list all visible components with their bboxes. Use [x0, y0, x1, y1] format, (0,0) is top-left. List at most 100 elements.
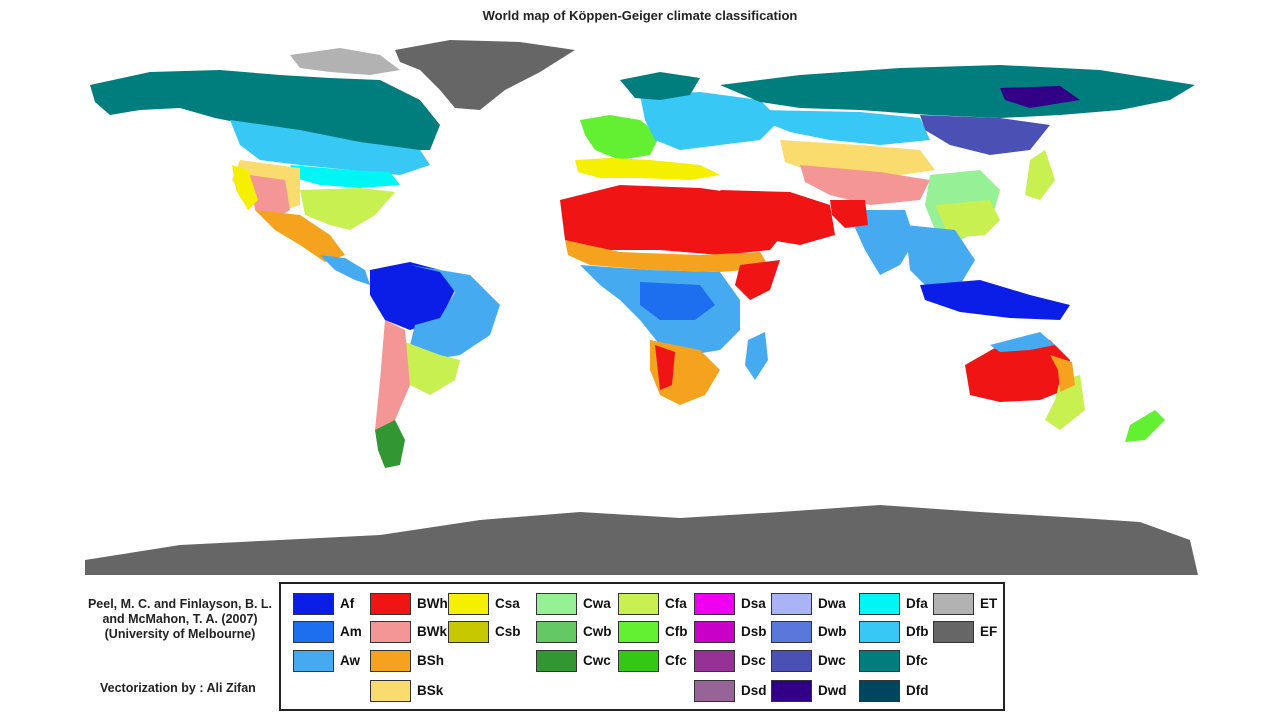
legend-swatch [933, 621, 974, 643]
west-coast-med [232, 165, 258, 210]
new-zealand [1125, 410, 1165, 442]
legend-label: Csb [495, 624, 521, 639]
southeast-asia [905, 225, 975, 290]
climate-legend: Af Am Aw BWh BWk BSh BSk Csa Csb Cwa Cwb Cwc Cfa Cfb C… [279, 582, 1005, 711]
legend-swatch [370, 593, 411, 615]
antarctica [85, 505, 1198, 575]
namib [655, 345, 675, 390]
legend-label: Csa [495, 596, 520, 611]
south-america-savanna [410, 265, 500, 360]
north-america-mexico [255, 210, 345, 262]
legend-swatch [859, 680, 900, 702]
legend-label: Dfb [906, 624, 929, 639]
legend-swatch [618, 621, 659, 643]
legend-label: Dwa [818, 596, 846, 611]
legend-label: ET [980, 596, 998, 611]
legend-swatch [859, 593, 900, 615]
scandinavia [620, 72, 700, 100]
legend-swatch [859, 621, 900, 643]
legend-swatch [771, 621, 812, 643]
legend-label: Dwb [818, 624, 847, 639]
north-america-west-dry [250, 175, 290, 222]
legend-swatch [694, 680, 735, 702]
map-credits: Peel, M. C. and Finlayson, B. L. and McM… [80, 597, 280, 642]
map-title: World map of Köppen-Geiger climate class… [482, 8, 798, 23]
legend-swatch [293, 593, 334, 615]
south-america-andes [375, 320, 410, 450]
legend-label: Cfb [665, 624, 688, 639]
mediterranean [575, 158, 720, 180]
legend-swatch [293, 621, 334, 643]
legend-swatch [370, 621, 411, 643]
legend-label: Cwc [583, 653, 611, 668]
australia-east [1045, 375, 1085, 430]
south-america-rainforest [370, 262, 455, 330]
credit-line: (University of Melbourne) [104, 627, 256, 641]
legend-swatch [694, 650, 735, 672]
legend-swatch [448, 621, 489, 643]
pakistan [830, 200, 868, 228]
legend-swatch [293, 650, 334, 672]
legend-label: Dwc [818, 653, 846, 668]
australia-semiarid [1050, 355, 1075, 392]
credit-line: and McMahon, T. A. (2007) [102, 612, 258, 626]
legend-swatch [771, 593, 812, 615]
legend-label: Dfd [906, 683, 929, 698]
legend-label: Af [340, 596, 355, 611]
south-america-patagonia [375, 420, 405, 468]
legend-swatch [859, 650, 900, 672]
legend-label: Cwa [583, 596, 611, 611]
legend-label: BSk [417, 683, 444, 698]
north-america-subarctic [90, 70, 440, 150]
north-america-southeast [300, 188, 395, 230]
russia-dfb [760, 110, 930, 145]
sahel [565, 240, 770, 272]
legend-swatch [933, 593, 974, 615]
central-asia-desert [800, 165, 930, 205]
north-america-tundra [290, 48, 400, 75]
legend-label: Am [340, 624, 362, 639]
japan [1025, 150, 1055, 200]
legend-swatch [448, 593, 489, 615]
legend-swatch [370, 680, 411, 702]
vectorization-credit: Vectorization by : Ali Zifan [100, 681, 256, 695]
australia-north [990, 332, 1055, 352]
world-map [85, 40, 1198, 575]
credit-line: Peel, M. C. and Finlayson, B. L. [87, 597, 273, 611]
legend-swatch [694, 593, 735, 615]
legend-swatch [618, 593, 659, 615]
legend-swatch [536, 650, 577, 672]
legend-swatch [771, 650, 812, 672]
north-america-humid-continental [230, 120, 430, 175]
legend-swatch [771, 680, 812, 702]
legend-label: Dfa [906, 596, 928, 611]
legend-swatch [536, 621, 577, 643]
legend-label: Dwd [818, 683, 847, 698]
legend-label: Cfc [665, 653, 687, 668]
legend-label: Cwb [583, 624, 612, 639]
greenland-ice [395, 40, 575, 110]
congo-rainforest [640, 282, 715, 320]
legend-label: Aw [340, 653, 361, 668]
china-southeast [935, 200, 1000, 238]
legend-label: Dsb [741, 624, 767, 639]
legend-label: Dfc [906, 653, 928, 668]
arabia [720, 190, 835, 245]
horn-of-africa [735, 260, 780, 300]
north-america-dfa [290, 165, 400, 188]
indonesia [920, 280, 1070, 320]
siberia-subarctic [720, 65, 1195, 118]
legend-swatch [618, 650, 659, 672]
legend-swatch [536, 593, 577, 615]
siberia-dwd [1000, 86, 1080, 108]
siberia-dwc [920, 115, 1050, 155]
australia-desert [965, 340, 1070, 402]
legend-label: EF [980, 624, 998, 639]
legend-label: Dsc [741, 653, 766, 668]
india [855, 210, 915, 275]
legend-label: Dsd [741, 683, 767, 698]
legend-label: Cfa [665, 596, 687, 611]
legend-label: BWh [417, 596, 448, 611]
europe-oceanic [580, 115, 660, 160]
central-america [320, 255, 370, 285]
